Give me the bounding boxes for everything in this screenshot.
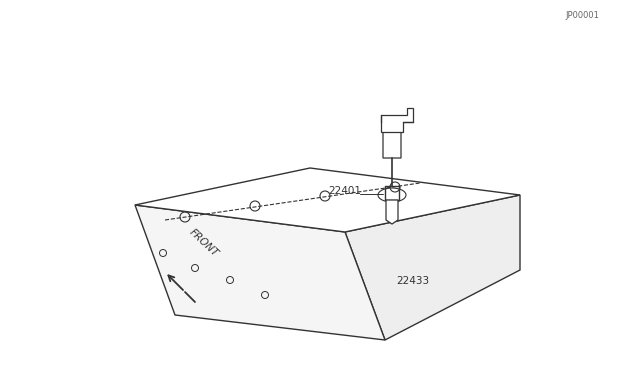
Polygon shape — [345, 195, 520, 340]
Polygon shape — [381, 108, 413, 132]
Text: FRONT: FRONT — [187, 227, 220, 259]
Text: JP00001: JP00001 — [565, 11, 599, 20]
Polygon shape — [386, 200, 398, 224]
Polygon shape — [135, 205, 385, 340]
Polygon shape — [383, 126, 401, 158]
Polygon shape — [135, 168, 520, 232]
Text: 22401: 22401 — [328, 186, 361, 196]
Text: 22433: 22433 — [396, 276, 429, 286]
